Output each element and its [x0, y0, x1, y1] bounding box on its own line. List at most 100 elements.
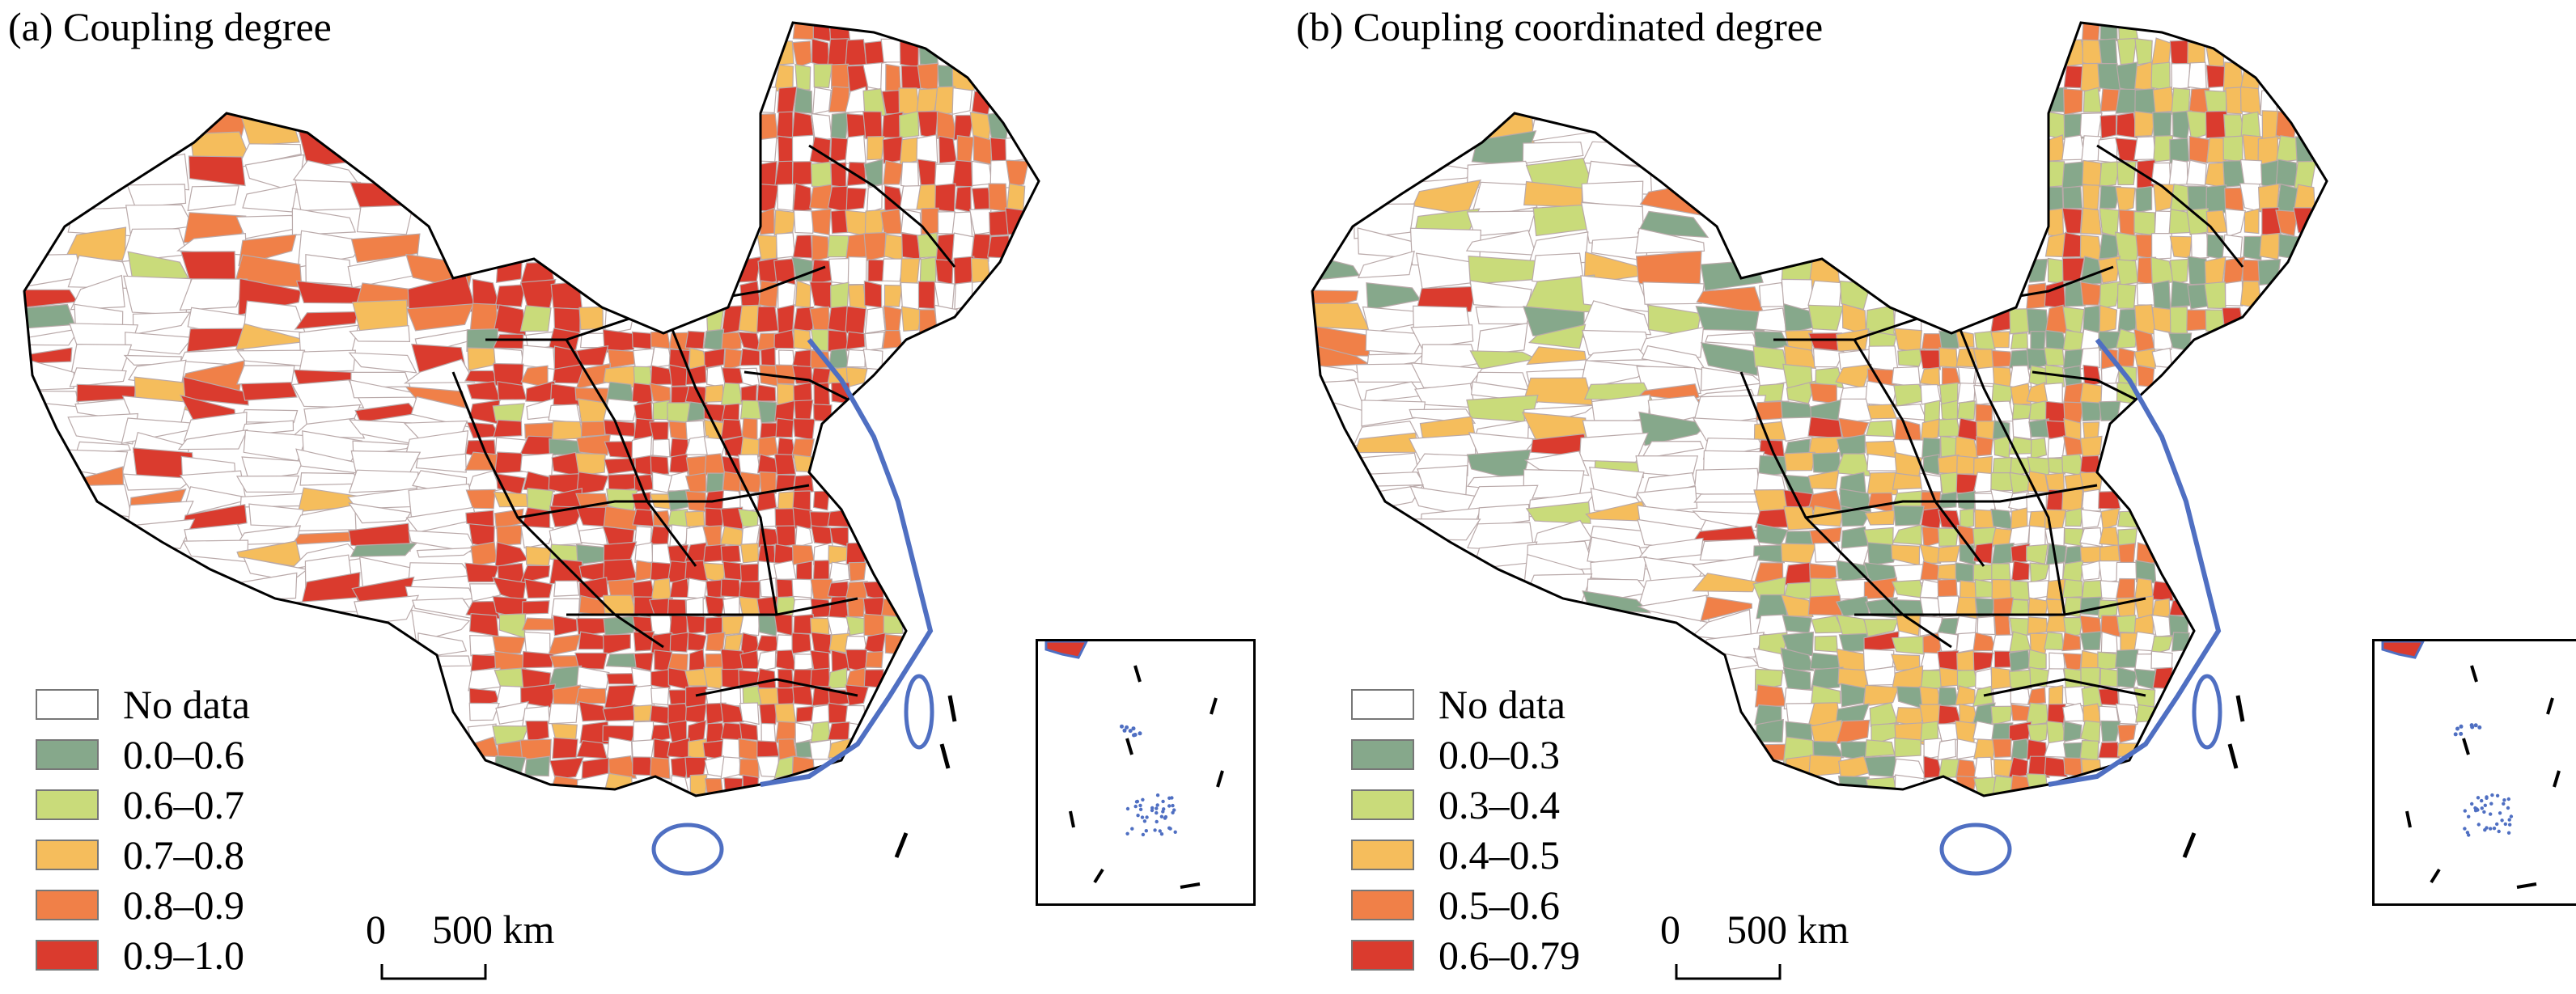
- county-region: [2062, 306, 2085, 335]
- county-region: [704, 384, 725, 403]
- county-region: [758, 615, 777, 637]
- county-region: [1636, 485, 1698, 513]
- county-region: [1470, 181, 1538, 218]
- county-region: [634, 560, 653, 582]
- county-region: [848, 561, 867, 582]
- county-region: [493, 755, 527, 780]
- county-region: [1897, 348, 1926, 367]
- county-region: [2134, 37, 2153, 66]
- county-region: [1807, 304, 1844, 332]
- county-region: [2190, 232, 2210, 260]
- county-region: [1921, 332, 1943, 350]
- county-region: [1974, 330, 1996, 350]
- island-dot: [1138, 807, 1143, 811]
- boundary-dash: [1093, 868, 1104, 884]
- county-region: [126, 184, 187, 208]
- county-region: [687, 577, 708, 599]
- county-region: [2044, 347, 2065, 366]
- county-region: [845, 615, 867, 636]
- county-region: [2011, 403, 2033, 421]
- county-region: [813, 63, 833, 89]
- county-region: [1866, 472, 1899, 496]
- county-region: [1864, 739, 1896, 758]
- county-region: [919, 256, 937, 284]
- island-dot: [1173, 830, 1177, 834]
- island-dot: [1171, 803, 1175, 808]
- county-region: [2079, 631, 2102, 651]
- boundary-dash: [1133, 665, 1142, 683]
- county-region: [739, 348, 761, 366]
- county-region: [828, 544, 849, 565]
- island-dot: [1159, 832, 1164, 836]
- county-region: [2061, 231, 2082, 258]
- county-region: [1809, 383, 1837, 404]
- county-region: [2097, 651, 2118, 670]
- county-region: [2133, 613, 2154, 637]
- county-region: [1637, 210, 1710, 239]
- county-region: [2099, 114, 2117, 139]
- county-region: [1527, 324, 1587, 349]
- county-region: [755, 137, 777, 163]
- county-region: [2080, 560, 2102, 581]
- county-region: [607, 349, 636, 369]
- boundary-dash: [2546, 697, 2554, 715]
- province-border: [662, 307, 778, 615]
- county-region: [633, 348, 655, 370]
- county-region: [2065, 507, 2084, 527]
- county-region: [2169, 235, 2193, 259]
- county-region: [705, 632, 726, 652]
- county-region: [776, 111, 794, 138]
- county-region: [760, 346, 776, 366]
- county-region: [650, 756, 671, 780]
- legend-b: No data 0.0–0.3 0.3–0.4 0.4–0.5 0.5–0.6 …: [1351, 679, 1580, 980]
- county-region: [1839, 488, 1872, 514]
- county-region: [2100, 507, 2121, 530]
- county-region: [2081, 23, 2101, 44]
- county-region: [794, 525, 813, 548]
- county-region: [2152, 280, 2171, 311]
- county-region: [2081, 489, 2101, 512]
- county-region: [1700, 341, 1759, 376]
- county-region: [810, 525, 833, 546]
- county-region: [2099, 667, 2121, 687]
- county-region: [1959, 580, 1977, 600]
- county-region: [2133, 348, 2156, 370]
- county-region: [2169, 306, 2188, 335]
- county-region: [633, 704, 653, 722]
- county-region: [669, 524, 691, 548]
- boundary-dash: [2227, 743, 2239, 769]
- county-region: [883, 284, 903, 307]
- county-region: [1973, 738, 1997, 761]
- county-region: [845, 39, 867, 66]
- county-region: [1642, 281, 1705, 305]
- island-dot: [2476, 796, 2481, 800]
- county-region: [684, 330, 705, 349]
- county-region: [809, 739, 832, 760]
- island-dot: [2470, 802, 2474, 806]
- county-region: [2118, 209, 2137, 237]
- county-region: [2008, 525, 2031, 546]
- legend-swatch: [1351, 840, 1414, 870]
- island-dot: [1150, 806, 1155, 810]
- county-region: [602, 328, 638, 353]
- county-region: [1358, 250, 1415, 279]
- county-region: [2134, 87, 2156, 115]
- county-region: [2171, 62, 2191, 91]
- county-region: [1864, 666, 1896, 686]
- province-border: [1805, 484, 2098, 519]
- boundary-dash: [1180, 882, 1201, 889]
- island-dot: [2453, 732, 2458, 737]
- island-dot: [2489, 802, 2493, 806]
- county-region: [2012, 417, 2032, 440]
- county-region: [2224, 280, 2243, 307]
- county-region: [705, 579, 725, 599]
- county-region: [2153, 328, 2174, 350]
- legend-swatch: [36, 739, 99, 770]
- national-border: [1311, 21, 2328, 797]
- county-region: [668, 421, 688, 442]
- county-region: [667, 402, 691, 424]
- county-region: [632, 579, 655, 600]
- county-region: [721, 332, 742, 352]
- county-region: [739, 649, 760, 670]
- county-region: [2115, 88, 2137, 114]
